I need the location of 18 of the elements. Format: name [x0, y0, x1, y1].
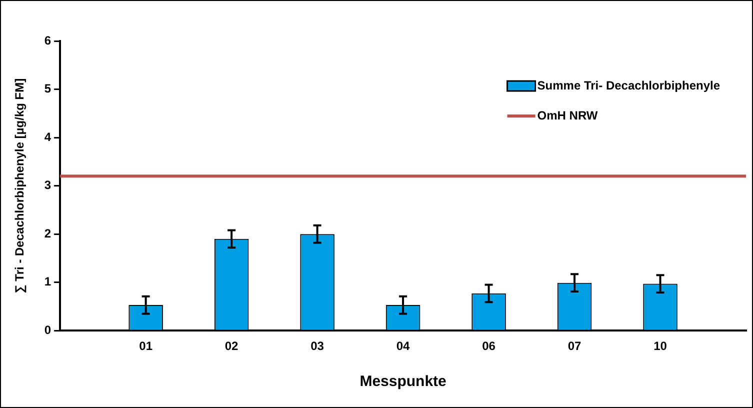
y-tick-label: 6	[44, 33, 52, 48]
x-tick-label: 06	[482, 339, 496, 354]
x-tick-label: 04	[396, 339, 410, 354]
y-tick-label: 3	[44, 178, 52, 192]
x-tick-label: 01	[139, 339, 153, 354]
y-axis-title: ∑ Tri - Decachlorbiphenyle [µg/kg FM]	[12, 78, 27, 294]
x-tick-label: 03	[310, 339, 324, 354]
legend-label: OmH NRW	[537, 108, 598, 122]
y-tick-label: 2	[44, 226, 52, 240]
y-tick-label: 0	[44, 322, 52, 337]
y-tick-label: 5	[44, 82, 52, 96]
x-tick-label: 07	[568, 339, 582, 354]
x-tick-label: 10	[654, 339, 668, 354]
legend-label: Summe Tri- Decachlorbiphenyle	[537, 78, 720, 92]
x-tick-label: 02	[224, 339, 239, 354]
x-axis-title: Messpunkte	[360, 373, 446, 390]
y-tick-label: 1	[44, 274, 52, 289]
y-tick-label: 4	[44, 130, 52, 144]
